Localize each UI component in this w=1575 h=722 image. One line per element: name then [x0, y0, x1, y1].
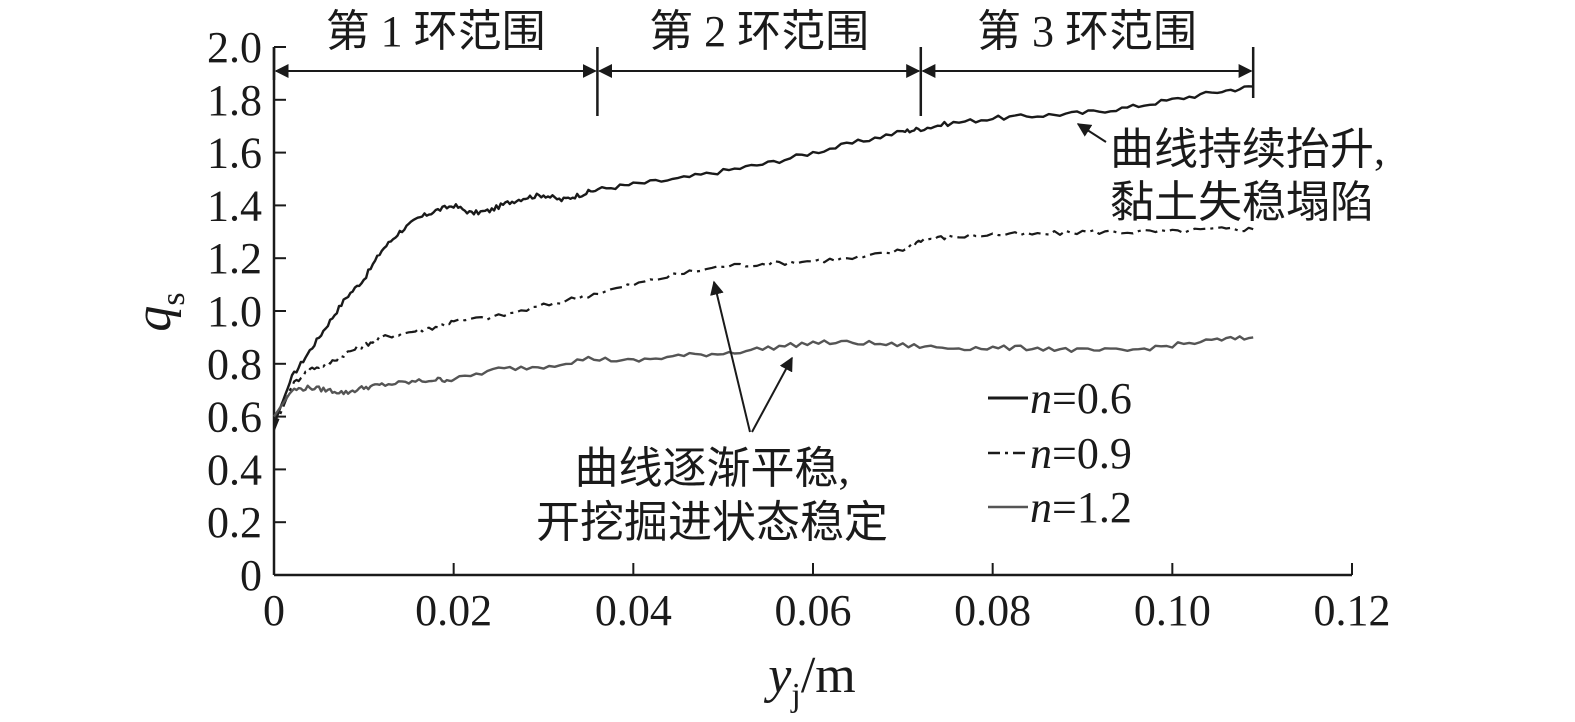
- x-axis-label: yj/m: [763, 647, 855, 714]
- legend-item-n-0-6: n=0.6: [988, 374, 1132, 423]
- y-axis-label: qs: [125, 292, 192, 331]
- y-tick-label: 1.8: [207, 76, 262, 125]
- x-tick-label: 0.02: [415, 586, 492, 635]
- series-layer: [272, 85, 1254, 431]
- annotation-stable-arrow-2: [751, 356, 793, 433]
- legend-item-n-1-2: n=1.2: [988, 483, 1132, 532]
- annotation-rising-line-1: 曲线持续抬升,: [1110, 125, 1385, 174]
- annotation-stable: 曲线逐渐平稳, 开挖掘进状态稳定: [536, 280, 888, 547]
- ring-range-label: 第 3 环范围: [977, 7, 1197, 56]
- y-ticks: 00.20.40.60.81.01.21.41.61.82.0: [207, 23, 286, 600]
- legend-label-n-0-6: n=0.6: [1030, 374, 1132, 423]
- series-line-n-1-2: [273, 335, 1254, 418]
- x-tick-label: 0.10: [1134, 586, 1211, 635]
- y-axis-label-main: q: [125, 306, 182, 332]
- x-ticks: 0 0.02 0.04 0.06 0.08 0.10 0.12: [263, 563, 1391, 635]
- legend: n=0.6 n=0.9 n=1.2: [988, 374, 1132, 532]
- ring-range-label: 第 2 环范围: [649, 7, 869, 56]
- annotation-rising: 曲线持续抬升, 黏土失稳塌陷: [1076, 123, 1385, 227]
- series-line-n-0-6: [272, 85, 1254, 425]
- x-axis-label-unit: /m: [801, 647, 856, 704]
- ring-range-markers: 第 1 环范围 第 2 环范围 第 3 环范围: [272, 7, 1255, 116]
- y-tick-label: 0.8: [207, 340, 262, 389]
- legend-label-n-1-2: n=1.2: [1030, 483, 1132, 532]
- y-tick-label: 1.6: [207, 129, 262, 178]
- legend-item-n-0-9: n=0.9: [988, 429, 1132, 478]
- x-axis-label-main: y: [763, 647, 792, 704]
- y-tick-label: 0.6: [207, 393, 262, 442]
- y-tick-label: 0: [240, 551, 262, 600]
- y-tick-label: 1.0: [207, 287, 262, 336]
- x-tick-label: 0.04: [595, 586, 672, 635]
- y-tick-label: 1.4: [207, 181, 262, 230]
- x-axis-label-sub: j: [790, 677, 800, 714]
- x-tick-label: 0.06: [775, 586, 852, 635]
- annotation-rising-arrow: [1076, 123, 1107, 143]
- y-tick-label: 0.4: [207, 445, 262, 494]
- x-tick-label: 0.12: [1314, 586, 1391, 635]
- ring-range-label: 第 1 环范围: [326, 7, 546, 56]
- y-tick-label: 2.0: [207, 23, 262, 72]
- y-axis-label-sub: s: [155, 292, 192, 305]
- y-tick-label: 0.2: [207, 498, 262, 547]
- annotation-stable-line-1: 曲线逐渐平稳,: [575, 444, 850, 493]
- x-tick-label: 0.08: [954, 586, 1031, 635]
- legend-label-n-0-9: n=0.9: [1030, 429, 1132, 478]
- y-tick-label: 1.2: [207, 234, 262, 283]
- annotation-stable-line-2: 开挖掘进状态稳定: [536, 498, 888, 547]
- x-tick-label: 0: [263, 586, 285, 635]
- annotation-rising-line-2: 黏土失稳塌陷: [1110, 178, 1374, 227]
- annotation-stable-arrow-1: [710, 280, 751, 433]
